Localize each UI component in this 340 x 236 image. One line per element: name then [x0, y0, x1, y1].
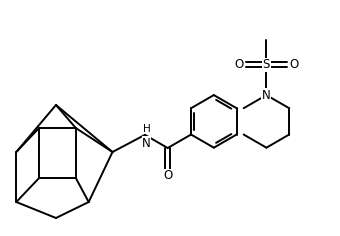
Text: S: S	[263, 58, 270, 71]
Text: O: O	[163, 169, 172, 182]
Text: N: N	[142, 137, 151, 150]
Text: N: N	[262, 88, 271, 101]
Text: O: O	[234, 58, 243, 71]
Text: O: O	[289, 58, 299, 71]
Text: H: H	[143, 124, 151, 134]
